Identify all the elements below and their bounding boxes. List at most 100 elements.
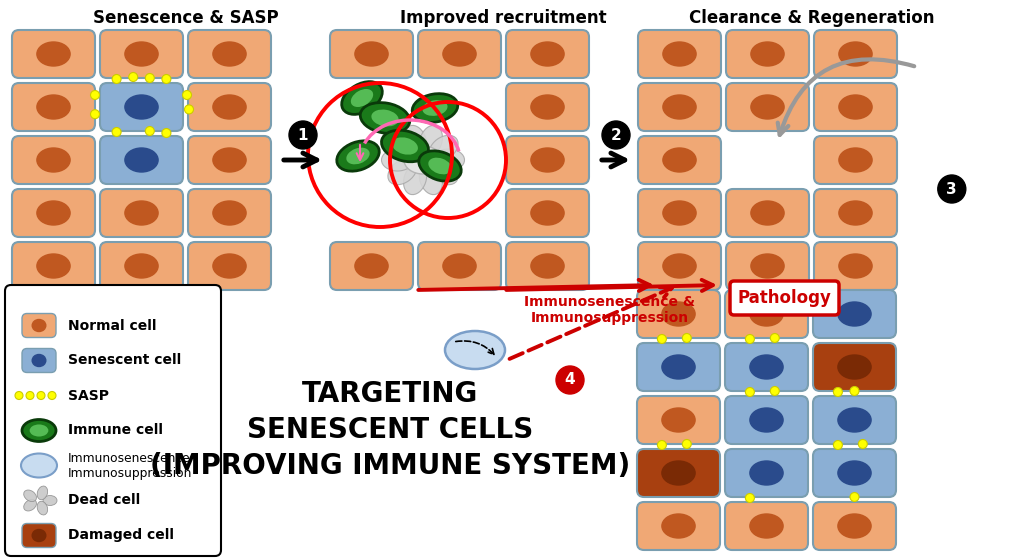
FancyBboxPatch shape <box>505 83 588 131</box>
Text: Immunosenescence &
Immunosuppression: Immunosenescence & Immunosuppression <box>524 295 695 325</box>
Ellipse shape <box>444 331 504 369</box>
FancyBboxPatch shape <box>725 290 807 338</box>
Circle shape <box>682 439 691 448</box>
Ellipse shape <box>404 163 426 195</box>
Ellipse shape <box>749 461 783 485</box>
Ellipse shape <box>429 135 458 161</box>
FancyBboxPatch shape <box>100 30 182 78</box>
FancyBboxPatch shape <box>637 449 719 497</box>
Ellipse shape <box>750 201 784 225</box>
Circle shape <box>184 105 194 114</box>
FancyBboxPatch shape <box>812 290 895 338</box>
FancyBboxPatch shape <box>12 83 95 131</box>
Circle shape <box>145 73 154 83</box>
FancyBboxPatch shape <box>813 30 896 78</box>
FancyBboxPatch shape <box>637 502 719 550</box>
FancyBboxPatch shape <box>726 83 808 131</box>
Ellipse shape <box>661 355 694 379</box>
Ellipse shape <box>419 163 442 195</box>
FancyBboxPatch shape <box>187 136 271 184</box>
Ellipse shape <box>33 354 46 367</box>
Ellipse shape <box>381 130 428 162</box>
Ellipse shape <box>530 42 564 66</box>
Circle shape <box>128 73 138 82</box>
FancyBboxPatch shape <box>12 30 95 78</box>
Ellipse shape <box>336 141 379 171</box>
Text: Pathology: Pathology <box>737 289 830 307</box>
Ellipse shape <box>33 529 46 542</box>
Ellipse shape <box>432 149 464 171</box>
FancyBboxPatch shape <box>100 136 182 184</box>
Text: Immunosenescence
Immunosuppression: Immunosenescence Immunosuppression <box>68 452 193 480</box>
FancyBboxPatch shape <box>187 242 271 290</box>
Text: 3: 3 <box>946 182 956 197</box>
Circle shape <box>682 334 691 343</box>
FancyBboxPatch shape <box>187 189 271 237</box>
Ellipse shape <box>360 103 410 134</box>
Text: Improved recruitment: Improved recruitment <box>399 9 606 27</box>
Ellipse shape <box>124 254 158 278</box>
Ellipse shape <box>661 461 694 485</box>
FancyBboxPatch shape <box>637 396 719 444</box>
FancyBboxPatch shape <box>812 396 895 444</box>
Ellipse shape <box>346 148 369 164</box>
FancyBboxPatch shape <box>330 242 413 290</box>
FancyBboxPatch shape <box>418 30 500 78</box>
Ellipse shape <box>749 355 783 379</box>
Ellipse shape <box>37 501 48 515</box>
FancyBboxPatch shape <box>813 189 896 237</box>
Ellipse shape <box>23 499 37 511</box>
Ellipse shape <box>749 514 783 538</box>
Circle shape <box>857 439 866 448</box>
Circle shape <box>849 386 858 396</box>
FancyBboxPatch shape <box>505 136 588 184</box>
Circle shape <box>288 121 317 149</box>
Ellipse shape <box>213 42 246 66</box>
Ellipse shape <box>213 201 246 225</box>
Ellipse shape <box>33 320 46 331</box>
Ellipse shape <box>662 95 695 119</box>
FancyBboxPatch shape <box>812 449 895 497</box>
FancyBboxPatch shape <box>12 242 95 290</box>
Circle shape <box>849 492 858 501</box>
Circle shape <box>112 127 121 136</box>
Ellipse shape <box>23 490 37 501</box>
Ellipse shape <box>749 408 783 432</box>
FancyBboxPatch shape <box>100 242 182 290</box>
Circle shape <box>769 386 779 396</box>
Ellipse shape <box>837 514 870 538</box>
Ellipse shape <box>391 138 418 155</box>
Ellipse shape <box>419 125 442 157</box>
Ellipse shape <box>750 254 784 278</box>
Text: 4: 4 <box>565 372 575 387</box>
Circle shape <box>162 129 171 138</box>
Circle shape <box>936 175 965 203</box>
Circle shape <box>145 126 154 135</box>
FancyBboxPatch shape <box>5 285 221 556</box>
Ellipse shape <box>419 151 461 181</box>
Circle shape <box>769 334 779 343</box>
Ellipse shape <box>37 95 70 119</box>
Ellipse shape <box>43 495 57 505</box>
FancyBboxPatch shape <box>730 281 839 315</box>
Text: Dead cell: Dead cell <box>68 494 141 508</box>
FancyBboxPatch shape <box>637 189 720 237</box>
Circle shape <box>745 387 754 396</box>
Ellipse shape <box>37 486 48 500</box>
Circle shape <box>15 391 23 400</box>
Ellipse shape <box>37 254 70 278</box>
FancyBboxPatch shape <box>637 343 719 391</box>
Ellipse shape <box>124 95 158 119</box>
Ellipse shape <box>351 89 373 107</box>
Ellipse shape <box>30 424 48 437</box>
FancyBboxPatch shape <box>813 83 896 131</box>
Text: Immune cell: Immune cell <box>68 424 163 438</box>
FancyBboxPatch shape <box>12 136 95 184</box>
Ellipse shape <box>662 201 695 225</box>
Ellipse shape <box>422 100 447 116</box>
FancyBboxPatch shape <box>725 396 807 444</box>
Ellipse shape <box>412 94 458 122</box>
FancyBboxPatch shape <box>725 502 807 550</box>
FancyBboxPatch shape <box>726 189 808 237</box>
FancyBboxPatch shape <box>505 242 588 290</box>
